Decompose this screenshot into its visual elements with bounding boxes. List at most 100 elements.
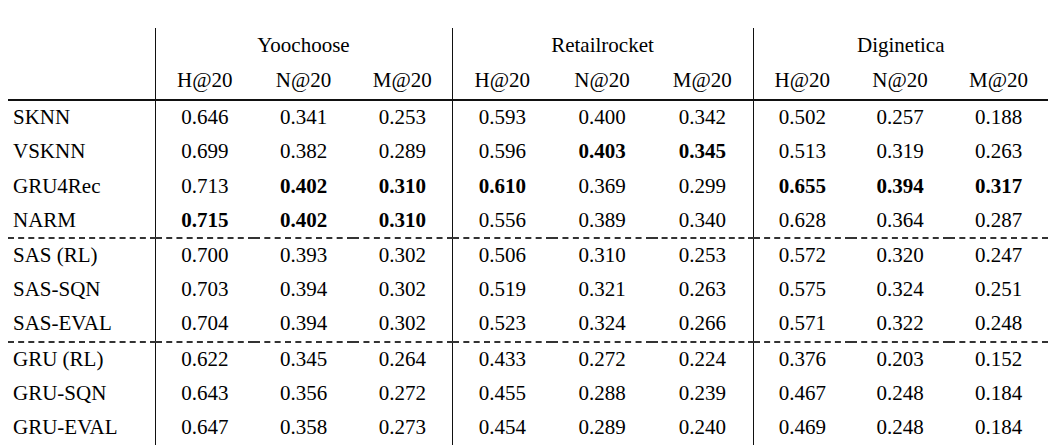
metric-value: 0.699 <box>155 135 254 170</box>
table-row-sas-eval: SAS-EVAL0.7040.3940.3020.5230.3240.2660.… <box>8 307 1048 342</box>
metric-value: 0.402 <box>254 169 353 204</box>
metric-value: 0.302 <box>353 307 452 342</box>
model-label: GRU4Rec <box>8 169 155 204</box>
metric-value: 0.402 <box>254 204 353 239</box>
metric-value: 0.704 <box>155 307 254 342</box>
metric-value: 0.713 <box>155 169 254 204</box>
metric-value: 0.273 <box>353 411 452 446</box>
metric-value: 0.248 <box>851 411 949 446</box>
metric-value: 0.152 <box>949 342 1048 377</box>
metric-value: 0.345 <box>652 135 753 170</box>
metric-value: 0.188 <box>949 100 1048 135</box>
table-row-gru-rl: GRU (RL)0.6220.3450.2640.4330.2720.2240.… <box>8 342 1048 377</box>
metric-value: 0.596 <box>452 135 552 170</box>
metric-value: 0.369 <box>552 169 652 204</box>
model-label: SAS-SQN <box>8 273 155 308</box>
metric-value: 0.310 <box>552 238 652 273</box>
metric-value: 0.320 <box>851 238 949 273</box>
metric-value: 0.302 <box>353 238 452 273</box>
metric-value: 0.264 <box>353 342 452 377</box>
metric-value: 0.251 <box>949 273 1048 308</box>
table-row-gru-sqn: GRU-SQN0.6430.3560.2720.4550.2880.2390.4… <box>8 376 1048 411</box>
metric-value: 0.263 <box>949 135 1048 170</box>
metric-value: 0.319 <box>851 135 949 170</box>
metric-value: 0.575 <box>753 273 851 308</box>
metric-value: 0.643 <box>155 376 254 411</box>
metric-header-n20: N@20 <box>552 62 652 100</box>
metric-value: 0.394 <box>851 169 949 204</box>
dataset-header-row: Yoochoose Retailrocket Diginetica <box>8 28 1048 62</box>
metric-value: 0.513 <box>753 135 851 170</box>
metric-header-h20: H@20 <box>452 62 552 100</box>
metric-value: 0.394 <box>254 273 353 308</box>
paper-table-page: Yoochoose Retailrocket Diginetica H@20 N… <box>0 0 1054 445</box>
metric-value: 0.506 <box>452 238 552 273</box>
metric-value: 0.203 <box>851 342 949 377</box>
metric-value: 0.382 <box>254 135 353 170</box>
metric-value: 0.317 <box>949 169 1048 204</box>
metric-value: 0.593 <box>452 100 552 135</box>
metric-value: 0.248 <box>851 376 949 411</box>
metric-value: 0.263 <box>652 273 753 308</box>
metric-header-row: H@20 N@20 M@20 H@20 N@20 M@20 H@20 N@20 … <box>8 62 1048 100</box>
metric-value: 0.358 <box>254 411 353 446</box>
model-label: GRU-EVAL <box>8 411 155 446</box>
metric-value: 0.703 <box>155 273 254 308</box>
model-label: SAS (RL) <box>8 238 155 273</box>
metric-value: 0.288 <box>552 376 652 411</box>
metric-header-m20: M@20 <box>652 62 753 100</box>
model-label: VSKNN <box>8 135 155 170</box>
table-row-gru-eval: GRU-EVAL0.6470.3580.2730.4540.2890.2400.… <box>8 411 1048 446</box>
metric-value: 0.342 <box>652 100 753 135</box>
dataset-header-retailrocket: Retailrocket <box>452 28 753 62</box>
metric-value: 0.502 <box>753 100 851 135</box>
metric-value: 0.257 <box>851 100 949 135</box>
metric-value: 0.299 <box>652 169 753 204</box>
metric-value: 0.272 <box>353 376 452 411</box>
metric-value: 0.433 <box>452 342 552 377</box>
metric-value: 0.272 <box>552 342 652 377</box>
results-table: Yoochoose Retailrocket Diginetica H@20 N… <box>8 28 1048 445</box>
metric-value: 0.253 <box>652 238 753 273</box>
metric-value: 0.324 <box>552 307 652 342</box>
table-row-vsknn: VSKNN0.6990.3820.2890.5960.4030.3450.513… <box>8 135 1048 170</box>
metric-value: 0.364 <box>851 204 949 239</box>
metric-value: 0.240 <box>652 411 753 446</box>
metric-header-h20: H@20 <box>753 62 851 100</box>
metric-value: 0.393 <box>254 238 353 273</box>
dataset-header-yoochoose: Yoochoose <box>155 28 452 62</box>
metric-value: 0.184 <box>949 411 1048 446</box>
metric-value: 0.572 <box>753 238 851 273</box>
metric-header-n20: N@20 <box>851 62 949 100</box>
table-row-gru4rec: GRU4Rec0.7130.4020.3100.6100.3690.2990.6… <box>8 169 1048 204</box>
metric-value: 0.523 <box>452 307 552 342</box>
metric-value: 0.571 <box>753 307 851 342</box>
model-label: GRU-SQN <box>8 376 155 411</box>
metric-value: 0.519 <box>452 273 552 308</box>
metric-value: 0.310 <box>353 169 452 204</box>
metric-value: 0.376 <box>753 342 851 377</box>
metric-header-h20: H@20 <box>155 62 254 100</box>
metric-value: 0.389 <box>552 204 652 239</box>
metric-value: 0.469 <box>753 411 851 446</box>
dataset-header-diginetica: Diginetica <box>753 28 1048 62</box>
metric-value: 0.610 <box>452 169 552 204</box>
metric-value: 0.247 <box>949 238 1048 273</box>
table-row-sas-rl: SAS (RL)0.7000.3930.3020.5060.3100.2530.… <box>8 238 1048 273</box>
metric-value: 0.356 <box>254 376 353 411</box>
model-label: NARM <box>8 204 155 239</box>
metric-value: 0.646 <box>155 100 254 135</box>
metric-value: 0.556 <box>452 204 552 239</box>
metric-value: 0.341 <box>254 100 353 135</box>
metric-value: 0.324 <box>851 273 949 308</box>
metric-header-n20: N@20 <box>254 62 353 100</box>
metric-value: 0.184 <box>949 376 1048 411</box>
table-row-narm: NARM0.7150.4020.3100.5560.3890.3400.6280… <box>8 204 1048 239</box>
metric-value: 0.400 <box>552 100 652 135</box>
metric-value: 0.340 <box>652 204 753 239</box>
metric-value: 0.454 <box>452 411 552 446</box>
metric-value: 0.289 <box>552 411 652 446</box>
table-row-sknn: SKNN0.6460.3410.2530.5930.4000.3420.5020… <box>8 100 1048 135</box>
metric-value: 0.248 <box>949 307 1048 342</box>
metric-value: 0.655 <box>753 169 851 204</box>
